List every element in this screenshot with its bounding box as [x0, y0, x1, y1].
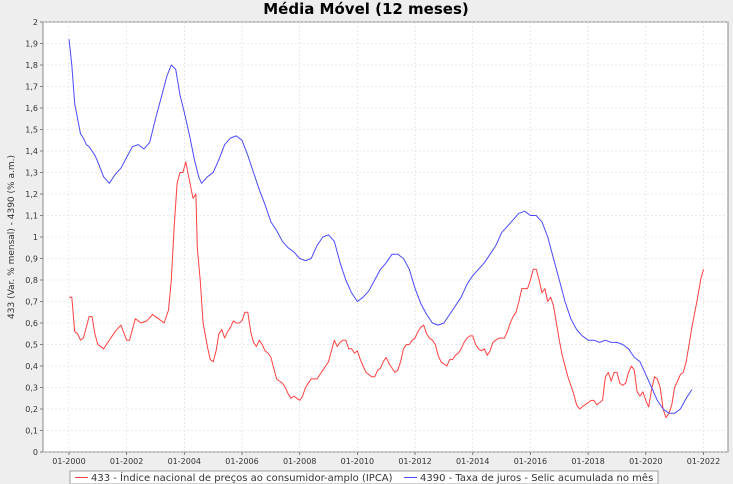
y-tick-label: 1	[33, 233, 38, 242]
x-tick-label: 01-2022	[687, 457, 720, 466]
y-tick-label: 0,7	[25, 298, 38, 307]
y-tick-label: 0	[33, 448, 38, 457]
y-tick-label: 1,2	[25, 190, 38, 199]
legend-box	[69, 470, 659, 484]
y-tick-label: 1,6	[25, 104, 38, 113]
x-tick-label: 01-2016	[514, 457, 547, 466]
x-tick-label: 01-2012	[398, 457, 431, 466]
y-tick-label: 1,4	[25, 147, 38, 156]
x-tick-label: 01-2020	[629, 457, 662, 466]
y-tick-label: 1,9	[25, 40, 38, 49]
legend-label-ipca: 433 - Índice nacional de preços ao consu…	[91, 471, 393, 484]
y-tick-label: 2	[33, 18, 38, 27]
y-tick-label: 1,1	[25, 212, 38, 221]
x-tick-label: 01-2010	[341, 457, 374, 466]
x-tick-label: 01-2008	[283, 457, 316, 466]
y-tick-label: 0,8	[25, 276, 38, 285]
y-tick-label: 1,8	[25, 61, 38, 70]
y-tick-label: 0,4	[25, 362, 38, 371]
y-tick-label: 0,1	[25, 427, 38, 436]
y-tick-label: 0,2	[25, 405, 38, 414]
y-tick-label: 1,5	[25, 126, 38, 135]
series-line-ipca	[69, 161, 704, 419]
y-axis-label: 433 (Var. % mensal) - 4390 (% a.m.)	[7, 155, 17, 319]
plot-area	[42, 21, 729, 453]
axes: 0 0,1 0,2 0,3 0,4 0,5 0,6 0,7 0,8 0,9 1 1,1 1,2 1,3 1,…	[25, 18, 720, 466]
y-tick-label: 0,5	[25, 341, 38, 350]
x-tick-label: 01-2004	[168, 457, 201, 466]
x-tick-label: 01-2006	[225, 457, 258, 466]
x-tick-label: 01-2000	[52, 457, 85, 466]
legend: 433 - Índice nacional de preços ao consu…	[69, 470, 659, 484]
y-tick-label: 0,6	[25, 319, 38, 328]
y-tick-label: 1,7	[25, 83, 38, 92]
x-tick-label: 01-2002	[110, 457, 143, 466]
series-line-selic	[68, 39, 693, 414]
x-tick-label: 01-2018	[571, 457, 604, 466]
y-tick-label: 1,3	[25, 169, 38, 178]
y-tick-label: 0,3	[25, 384, 38, 393]
y-tick-label: 0,9	[25, 255, 38, 264]
legend-label-selic: 4390 - Taxa de juros - Selic acumulada n…	[420, 472, 653, 484]
series-lines	[68, 39, 704, 419]
chart-title: Média Móvel (12 meses)	[263, 0, 469, 18]
x-tick-label: 01-2014	[456, 457, 489, 466]
